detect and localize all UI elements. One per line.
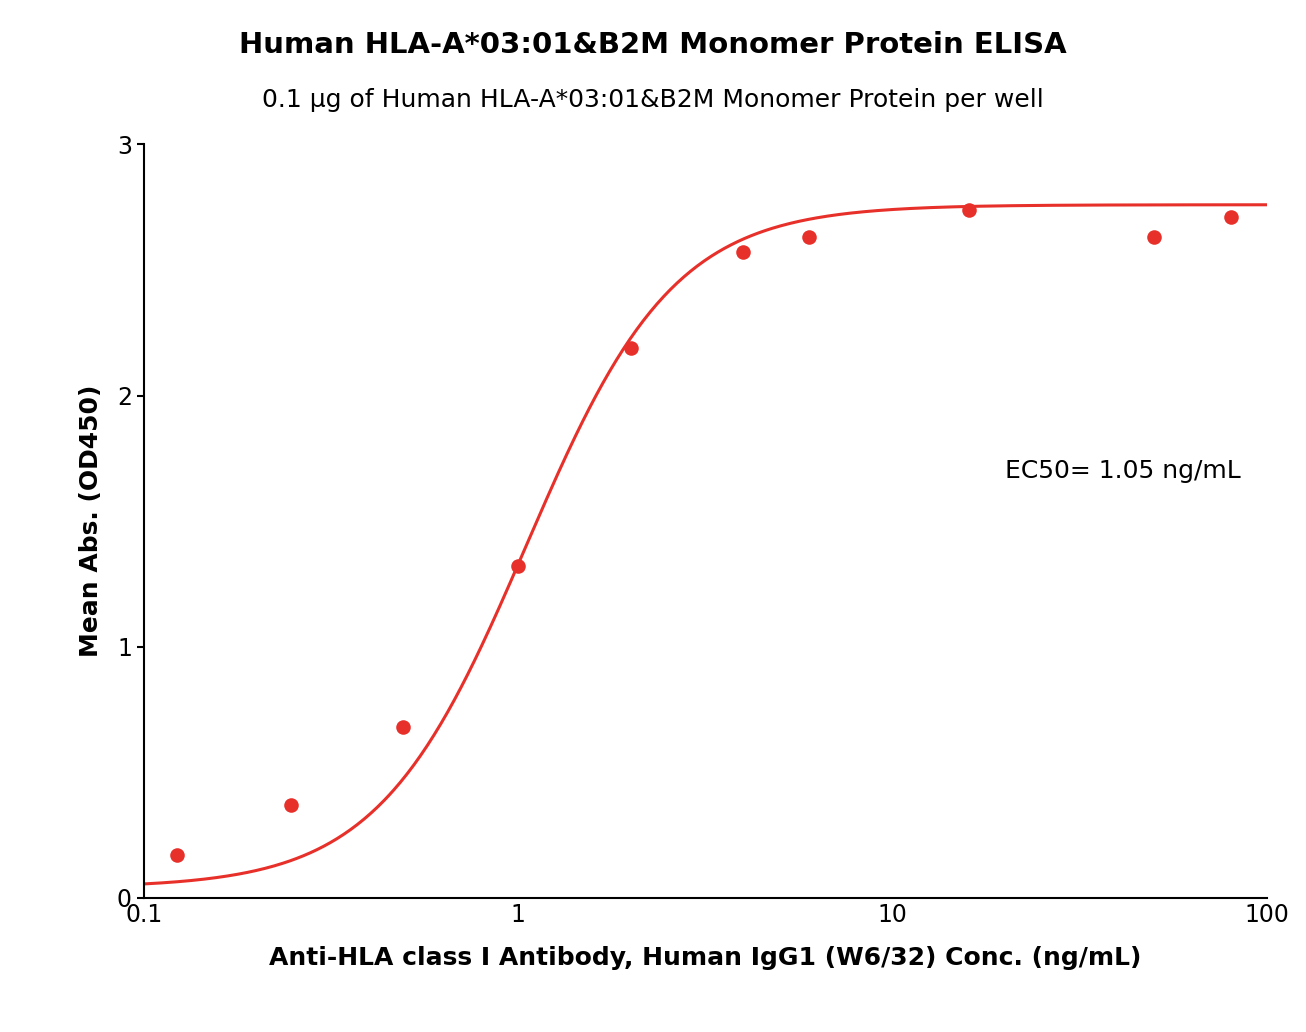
Point [1144,229,1165,246]
Text: 0.1 μg of Human HLA-A*03:01&B2M Monomer Protein per well: 0.1 μg of Human HLA-A*03:01&B2M Monomer … [263,88,1043,111]
Point [959,201,980,218]
Point [733,245,754,261]
Text: EC50= 1.05 ng/mL: EC50= 1.05 ng/mL [1006,459,1241,483]
Point [167,847,188,864]
Point [281,797,302,813]
X-axis label: Anti-HLA class I Antibody, Human IgG1 (W6/32) Conc. (ng/mL): Anti-HLA class I Antibody, Human IgG1 (W… [269,946,1141,970]
Point [1220,209,1241,226]
Y-axis label: Mean Abs. (OD450): Mean Abs. (OD450) [78,385,103,657]
Point [799,229,820,246]
Point [508,558,529,575]
Text: Human HLA-A*03:01&B2M Monomer Protein ELISA: Human HLA-A*03:01&B2M Monomer Protein EL… [239,31,1067,59]
Point [393,719,414,736]
Point [620,340,641,356]
